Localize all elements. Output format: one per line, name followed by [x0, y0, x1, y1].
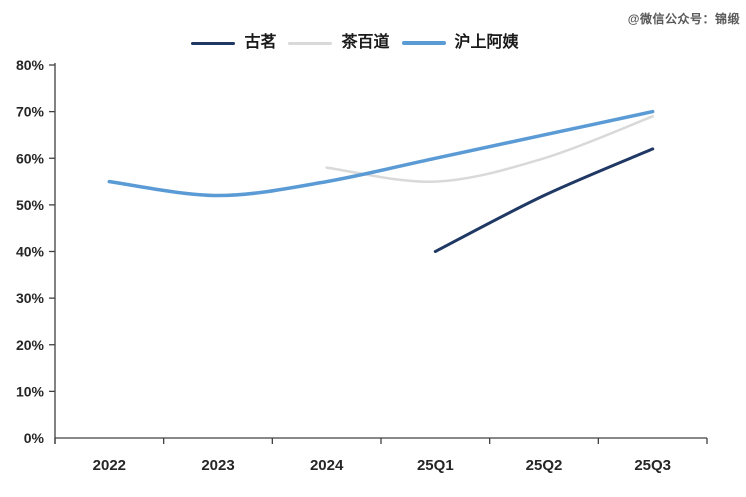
- y-tick-label: 40%: [16, 244, 45, 260]
- legend-label: 古茗: [244, 34, 277, 51]
- x-tick-label: 2024: [310, 457, 344, 474]
- legend-line-swatch-gray: [288, 41, 333, 45]
- y-tick-label: 50%: [16, 197, 45, 213]
- x-tick-label: 25Q1: [417, 457, 454, 474]
- y-tick-label: 0%: [24, 430, 45, 446]
- legend-label: 沪上阿姨: [454, 34, 519, 51]
- legend-label: 茶百道: [341, 34, 390, 51]
- legend-item-hushangayi: 沪上阿姨: [401, 34, 519, 51]
- legend-item-chabaidao: 茶百道: [288, 34, 390, 51]
- series-line-茶百道: [325, 115, 654, 183]
- x-tick-label: 25Q3: [634, 457, 671, 474]
- legend-line-swatch-lightblue: [401, 41, 446, 45]
- y-tick-label: 80%: [16, 57, 45, 73]
- y-tick-label: 60%: [16, 150, 45, 166]
- x-tick-label: 2022: [93, 457, 126, 474]
- chart-legend: 古茗 茶百道 沪上阿姨: [0, 30, 710, 56]
- x-tick-label: 25Q2: [526, 457, 563, 474]
- y-tick-label: 70%: [16, 104, 45, 120]
- series-line-古茗: [433, 147, 655, 253]
- legend-line-swatch-navy: [191, 41, 236, 45]
- watermark-text: @微信公众号：锦缎: [627, 12, 740, 26]
- series-line-沪上阿姨: [107, 109, 655, 198]
- y-tick-label: 30%: [16, 290, 45, 306]
- legend-item-guming: 古茗: [191, 35, 276, 51]
- y-tick-label: 10%: [16, 383, 45, 399]
- y-tick-label: 20%: [16, 337, 45, 353]
- x-tick-label: 2023: [201, 457, 234, 474]
